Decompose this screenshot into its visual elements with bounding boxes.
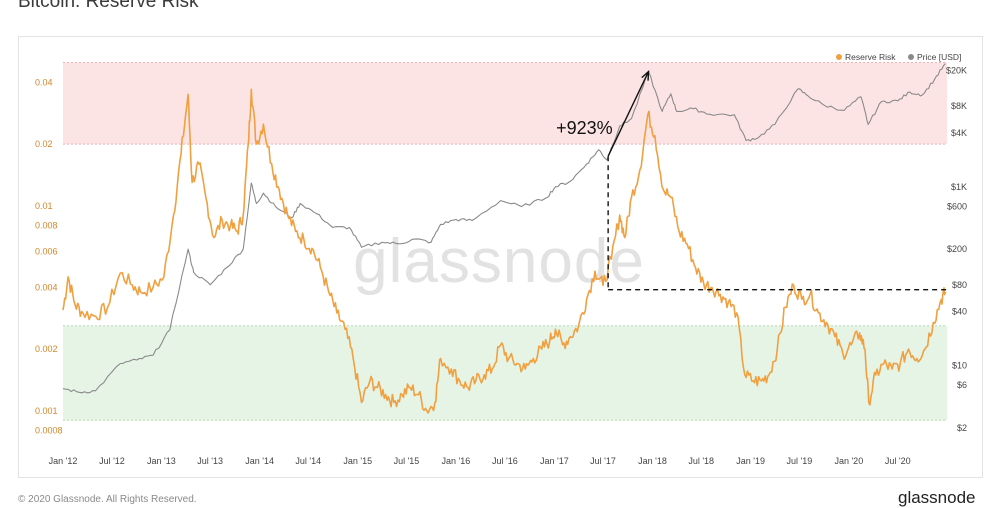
- x-axis-tick-label: Jan '15: [343, 456, 372, 466]
- x-axis-tick-label: Jan '17: [540, 456, 569, 466]
- left-axis-tick-label: 0.002: [35, 344, 58, 354]
- right-axis-tick-label: $40: [952, 307, 967, 317]
- right-axis-tick-label: $20K: [946, 66, 967, 76]
- x-axis-tick-label: Jan '12: [49, 456, 78, 466]
- left-axis: 0.04 0.02 0.01 0.008 0.006 0.004 0.002 0.001 0.0…: [35, 77, 63, 435]
- reserve-risk-line: [62, 88, 947, 414]
- x-axis-tick-label: Jul '17: [590, 456, 616, 466]
- right-axis-tick-label: $600: [947, 202, 967, 212]
- legend-label: Reserve Risk: [845, 52, 896, 62]
- right-axis-tick-label: $2: [957, 423, 967, 433]
- band-high: [63, 62, 947, 145]
- chart-frame: glassnode +923% 0.04 0.02 0.01 0.008 0.006 0.…: [18, 36, 983, 478]
- x-axis-tick-label: Jul '15: [394, 456, 420, 466]
- right-axis: $20K $8K $4K $1K $600 $200 $80 $40 $10 $6 $2: [946, 66, 967, 433]
- watermark: glassnode: [353, 227, 645, 296]
- x-axis-tick-label: Jul '12: [99, 456, 125, 466]
- annotation-label: +923%: [556, 118, 613, 138]
- right-axis-tick-label: $6: [957, 380, 967, 390]
- right-axis-tick-label: $4K: [951, 128, 967, 138]
- chart-svg: glassnode +923% 0.040.020.010.0080.0060.…: [35, 52, 967, 466]
- left-axis-tick-label: 0.04: [35, 77, 53, 87]
- copyright-text: © 2020 Glassnode. All Rights Reserved.: [18, 494, 197, 505]
- legend-label: Price [USD]: [917, 52, 961, 62]
- left-axis-tick-label: 0.006: [35, 246, 58, 256]
- right-axis-tick-label: $8K: [951, 101, 967, 111]
- page-title: Bitcoin: Reserve Risk: [18, 0, 199, 12]
- legend-marker: [836, 54, 842, 60]
- reserve-risk-layer: [62, 88, 947, 414]
- x-axis-tick-label: Jul '18: [688, 456, 714, 466]
- x-axis-tick-label: Jul '16: [492, 456, 518, 466]
- x-axis-tick-label: Jan '18: [638, 456, 667, 466]
- annotation-arrow-line: [607, 71, 650, 157]
- left-axis-tick-label: 0.02: [35, 139, 53, 149]
- left-axis-tick-label: 0.001: [35, 406, 58, 416]
- right-axis-tick-label: $200: [947, 244, 967, 254]
- x-axis-tick-label: Jan '16: [442, 456, 471, 466]
- left-axis-tick-label: 0.0008: [35, 426, 63, 436]
- right-axis-tick-label: $80: [952, 280, 967, 290]
- right-axis-tick-label: $10: [952, 360, 967, 370]
- x-axis: Jan '12 Jul '12 Jan '13 Jul '13 Jan '14 Jul '…: [49, 456, 911, 466]
- bands-layer: [63, 61, 947, 421]
- brand-logo-text: glassnode: [898, 488, 976, 507]
- x-axis-tick-label: Jul '19: [786, 456, 812, 466]
- x-axis-tick-label: Jul '14: [295, 456, 321, 466]
- x-axis-tick-label: Jul '20: [885, 456, 911, 466]
- x-axis-tick-label: Jan '14: [245, 456, 274, 466]
- band-low: [63, 325, 947, 421]
- left-axis-tick-label: 0.004: [35, 282, 58, 292]
- x-axis-tick-label: Jan '19: [736, 456, 765, 466]
- price-line: [62, 63, 946, 394]
- x-axis-tick-label: Jan '20: [834, 456, 863, 466]
- annotation-layer: +923%: [556, 69, 947, 291]
- x-axis-tick-label: Jan '13: [147, 456, 176, 466]
- x-axis-tick-label: Jul '13: [197, 456, 223, 466]
- left-axis-tick-label: 0.008: [35, 221, 58, 231]
- left-axis-tick-label: 0.01: [35, 201, 53, 211]
- price-layer: [62, 63, 946, 394]
- right-axis-tick-label: $1K: [951, 182, 967, 192]
- annotation-arrow-head: [641, 69, 650, 81]
- legend-marker: [908, 54, 914, 60]
- legend: Reserve Risk Price [USD]: [836, 52, 961, 62]
